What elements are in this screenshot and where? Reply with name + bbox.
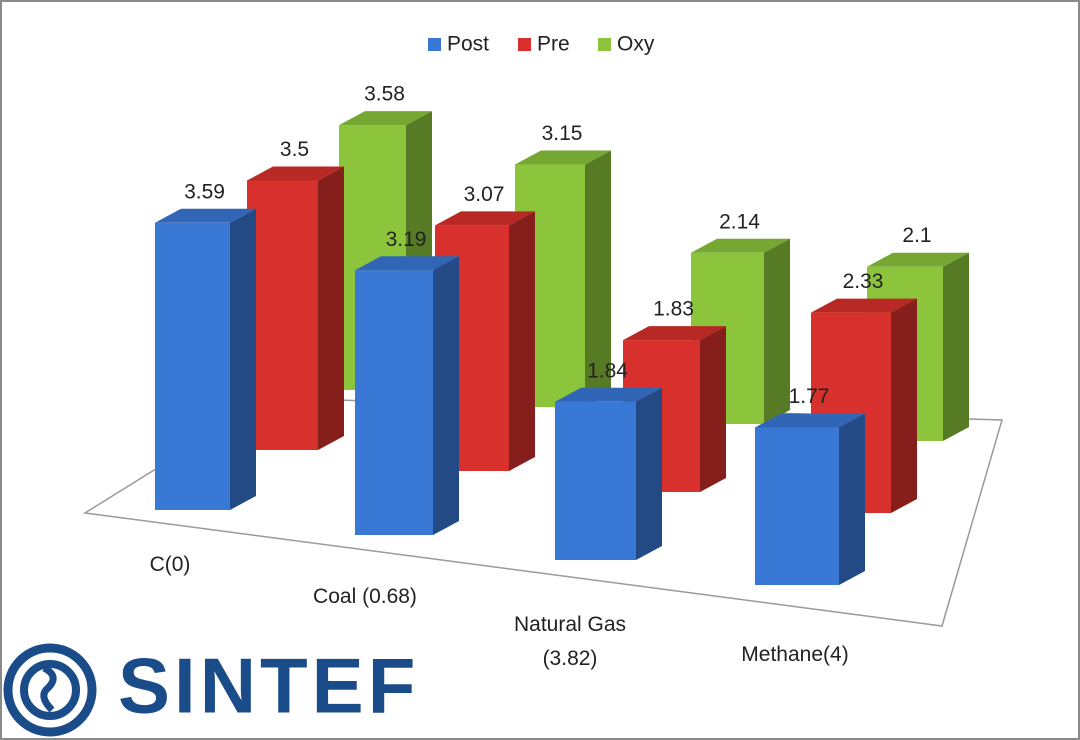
bar bbox=[555, 387, 662, 560]
bar-front bbox=[355, 270, 433, 535]
bar-top bbox=[811, 298, 917, 313]
x-tick-label: Coal (0.68) bbox=[313, 585, 417, 608]
bar-side bbox=[764, 238, 790, 424]
bar-side bbox=[839, 413, 865, 585]
legend-swatch bbox=[428, 38, 441, 51]
bar bbox=[691, 238, 790, 424]
data-label: 2.1 bbox=[902, 224, 931, 247]
data-label: 2.14 bbox=[719, 210, 760, 233]
data-label: 3.07 bbox=[464, 183, 505, 206]
bar-front bbox=[247, 180, 318, 450]
bar bbox=[435, 211, 535, 471]
bar-side bbox=[700, 326, 726, 492]
bar-top bbox=[355, 256, 459, 271]
bar bbox=[867, 252, 969, 441]
bar bbox=[515, 150, 611, 407]
data-label: 3.19 bbox=[386, 228, 427, 251]
logo-emblem bbox=[3, 643, 97, 737]
bar-top bbox=[691, 238, 790, 253]
bar-top bbox=[339, 111, 432, 126]
bar-top bbox=[247, 166, 344, 181]
data-label: 3.58 bbox=[364, 83, 405, 106]
logo-text: SINTEF bbox=[118, 642, 419, 730]
x-tick-label: Methane(4) bbox=[741, 643, 849, 666]
bar-side bbox=[433, 256, 459, 535]
bar-top bbox=[867, 252, 969, 267]
legend-label: Post bbox=[447, 33, 489, 56]
bar-front bbox=[155, 222, 230, 511]
x-tick-label: Natural Gas (3.82) bbox=[513, 613, 627, 670]
bar bbox=[247, 166, 344, 450]
bar bbox=[755, 413, 865, 585]
bar-top bbox=[623, 326, 726, 341]
data-label: 1.84 bbox=[587, 359, 628, 382]
bar-side bbox=[509, 211, 535, 471]
data-label: 3.15 bbox=[542, 122, 583, 145]
bar bbox=[623, 326, 726, 492]
bar-side bbox=[318, 166, 344, 450]
legend-label: Oxy bbox=[617, 33, 655, 56]
data-label: 3.59 bbox=[184, 180, 225, 203]
x-tick-label: C(0) bbox=[149, 553, 191, 576]
bar-top bbox=[435, 211, 535, 226]
bar-top bbox=[155, 208, 256, 223]
data-label: 3.5 bbox=[280, 138, 309, 161]
bar-front bbox=[755, 427, 839, 585]
bar-side bbox=[943, 252, 969, 441]
bar-side bbox=[230, 208, 256, 511]
bar bbox=[155, 208, 256, 511]
bar-top bbox=[515, 150, 611, 165]
bar bbox=[811, 298, 917, 513]
legend-label: Pre bbox=[537, 33, 570, 56]
bar-top bbox=[755, 413, 865, 428]
bar-front bbox=[555, 401, 636, 560]
bar bbox=[355, 256, 459, 535]
bar-side bbox=[636, 387, 662, 560]
data-label: 2.33 bbox=[843, 270, 884, 293]
legend-swatch bbox=[598, 38, 611, 51]
bar-side bbox=[585, 150, 611, 407]
data-label: 1.83 bbox=[653, 298, 694, 321]
legend-swatch bbox=[518, 38, 531, 51]
bar-top bbox=[555, 387, 662, 402]
bar-side bbox=[891, 298, 917, 513]
data-label: 1.77 bbox=[789, 385, 830, 408]
